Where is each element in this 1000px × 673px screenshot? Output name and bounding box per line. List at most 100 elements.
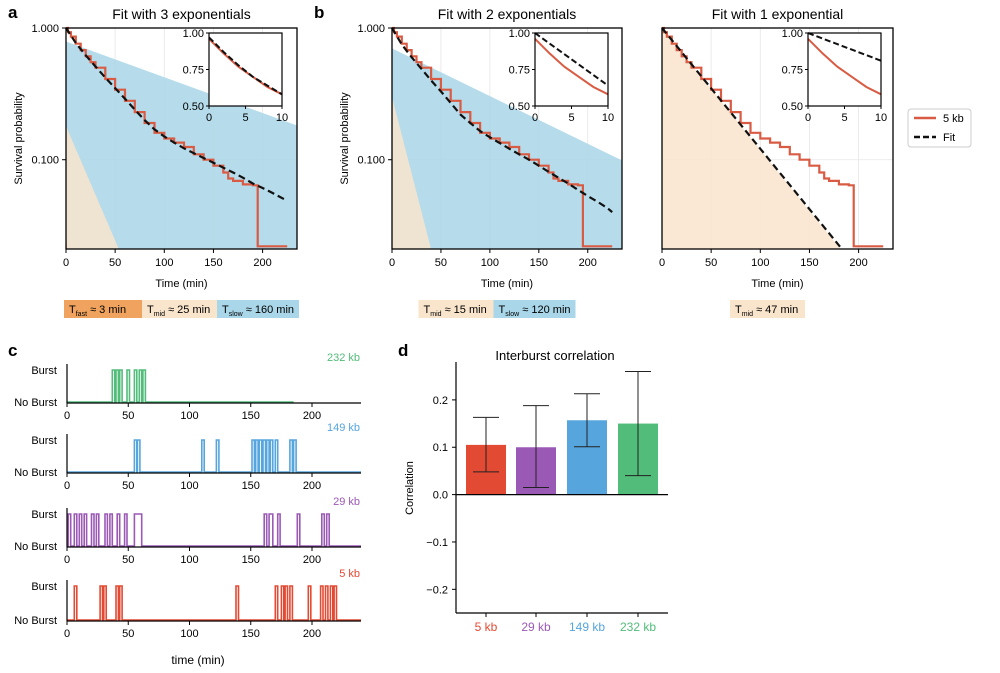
- y-tick-label: 1.000: [31, 23, 59, 35]
- burst-trace-232-kb: Burst No Burst 232 kb 0 50 100 150 200: [14, 352, 361, 422]
- inset-x-tick-label: 10: [875, 112, 887, 124]
- y-axis-label: Survival probability: [13, 92, 25, 185]
- inset-y-tick-label: 0.75: [509, 65, 530, 77]
- x-tick-label: 100: [180, 554, 198, 566]
- inset-y-tick-label: 1.00: [183, 28, 204, 40]
- tau-label-box: [217, 300, 299, 318]
- state-label-burst: Burst: [31, 435, 57, 447]
- plot-frame: [661, 27, 894, 250]
- tau-label-text: Tmid ≈ 47 min: [735, 304, 798, 318]
- series-label: 232 kb: [327, 352, 360, 364]
- chart-title: Interburst correlation: [495, 348, 614, 363]
- x-tick-label: 0: [64, 628, 70, 640]
- y-tick-label: −0.1: [426, 537, 448, 549]
- burst-trace-line: [67, 439, 361, 473]
- state-label-no-burst: No Burst: [14, 615, 57, 627]
- x-tick-label: 0: [64, 410, 70, 422]
- x-tick-label: 150: [242, 554, 260, 566]
- legend-data-label: 5 kb: [943, 113, 964, 125]
- category-label: 232 kb: [620, 620, 656, 634]
- tau-label-box: [142, 300, 217, 318]
- tau-label-text: Tslow ≈ 120 min: [499, 304, 571, 318]
- x-tick-label: 50: [122, 554, 134, 566]
- tau-label-text: Tmid ≈ 15 min: [424, 304, 487, 318]
- tau-label-box: [493, 300, 576, 318]
- plot-frame: [391, 27, 623, 250]
- inset-background: [808, 33, 881, 106]
- burst-trace-5-kb: Burst No Burst 5 kb 0 50 100 150 200: [14, 568, 361, 640]
- y-tick-label: 1.000: [357, 23, 385, 35]
- x-axis-label: Time (min): [751, 278, 803, 290]
- x-tick-label: 200: [849, 257, 867, 269]
- survival-data-line: [392, 26, 613, 248]
- inset-x-tick-label: 0: [532, 112, 538, 124]
- x-axis-label: time (min): [171, 653, 224, 667]
- inset-fit-line: [807, 32, 882, 62]
- y-tick-label: 0.0: [433, 490, 448, 502]
- inset-x-tick-label: 10: [602, 112, 614, 124]
- category-label: 5 kb: [475, 620, 498, 634]
- burst-trace-line: [67, 585, 361, 621]
- series-label: 149 kb: [327, 422, 360, 434]
- y-tick-label: 0.100: [357, 155, 385, 167]
- tau-label-slow: Tslow ≈ 120 min: [493, 300, 576, 318]
- fit-line: [65, 27, 288, 202]
- y-axis-label: Survival probability: [339, 92, 351, 185]
- tau-label-mid: Tmid ≈ 25 min: [142, 300, 217, 318]
- inset-data-line: [807, 38, 882, 96]
- inset-y-tick-label: 0.50: [509, 101, 530, 113]
- category-label: 29 kb: [521, 620, 551, 634]
- x-tick-label: 150: [242, 410, 260, 422]
- legend: 5 kb Fit: [907, 108, 972, 148]
- y-axis-label: Correlation: [404, 461, 416, 515]
- y-tick-label: 0.100: [31, 155, 59, 167]
- x-tick-label: 200: [303, 554, 321, 566]
- inset-y-tick-label: 1.00: [782, 28, 803, 40]
- inset-y-tick-label: 1.00: [509, 28, 530, 40]
- tau-label-slow: Tslow ≈ 160 min: [217, 300, 299, 318]
- inset-y-tick-label: 0.50: [183, 101, 204, 113]
- bar-chart-panel: Interburst correlation 5 kb 29 kb 149 kb 232…: [404, 348, 668, 634]
- inset-background: [209, 33, 282, 106]
- x-tick-label: 100: [751, 257, 769, 269]
- x-tick-label: 100: [180, 628, 198, 640]
- x-axis-label: Time (min): [155, 278, 207, 290]
- tau-label-box: [730, 300, 805, 318]
- state-label-no-burst: No Burst: [14, 397, 57, 409]
- survival-data-line: [662, 26, 884, 248]
- inset-x-tick-label: 5: [242, 112, 248, 124]
- series-label: 5 kb: [339, 568, 360, 580]
- state-label-no-burst: No Burst: [14, 541, 57, 553]
- panel-label-d: d: [398, 341, 408, 360]
- inset-x-tick-label: 10: [276, 112, 288, 124]
- state-label-burst: Burst: [31, 509, 57, 521]
- x-tick-label: 50: [435, 257, 447, 269]
- inset-x-tick-label: 5: [568, 112, 574, 124]
- x-tick-label: 0: [63, 257, 69, 269]
- x-tick-label: 200: [579, 257, 597, 269]
- x-tick-label: 200: [253, 257, 271, 269]
- state-label-burst: Burst: [31, 365, 57, 377]
- tau-label-mid: Tmid ≈ 47 min: [730, 300, 805, 318]
- state-label-no-burst: No Burst: [14, 467, 57, 479]
- tau-label-fast: Tfast ≈ 3 min: [64, 300, 142, 318]
- x-tick-label: 50: [705, 257, 717, 269]
- chart-title: Fit with 3 exponentials: [112, 6, 251, 22]
- tau-label-box: [418, 300, 494, 318]
- x-tick-label: 200: [303, 480, 321, 492]
- panel-label-c: c: [8, 341, 17, 360]
- panel-label-b: b: [314, 3, 324, 22]
- x-tick-label: 50: [109, 257, 121, 269]
- x-tick-label: 0: [659, 257, 665, 269]
- x-tick-label: 150: [242, 628, 260, 640]
- y-tick-label: 0.2: [433, 395, 448, 407]
- x-tick-label: 50: [122, 410, 134, 422]
- fit-line: [661, 27, 843, 250]
- inset-x-tick-label: 0: [206, 112, 212, 124]
- inset-fit-line: [208, 36, 283, 96]
- inset-background: [535, 33, 608, 106]
- x-tick-label: 150: [242, 480, 260, 492]
